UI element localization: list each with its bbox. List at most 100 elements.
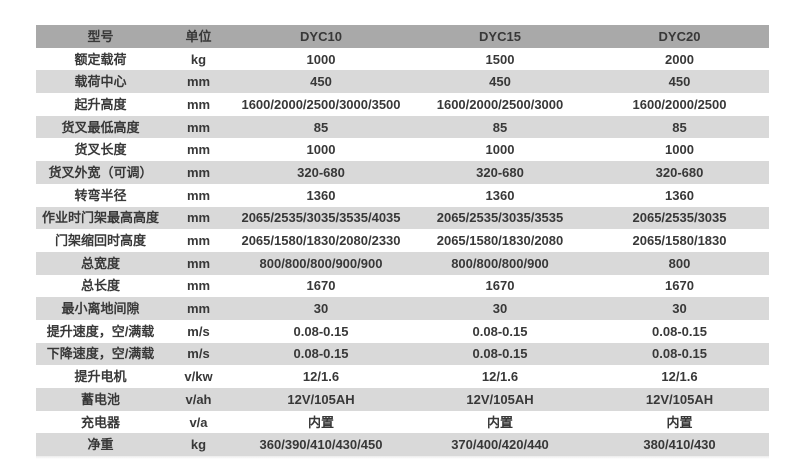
param-label-cell: 充电器 <box>36 410 165 434</box>
unit-cell: mm <box>165 161 232 184</box>
value-cell-dyc20: 0.08-0.15 <box>590 342 769 366</box>
unit-cell: mm <box>165 229 232 252</box>
value-cell-dyc20: 12/1.6 <box>590 365 769 388</box>
value-cell-dyc10: 1360 <box>232 183 410 207</box>
value-cell-dyc20: 12V/105AH <box>590 388 769 411</box>
value-cell-dyc10: 2065/1580/1830/2080/2330 <box>232 229 410 252</box>
value-cell-dyc15: 1500 <box>410 47 590 71</box>
unit-cell: mm <box>165 70 232 94</box>
unit-cell: mm <box>165 251 232 275</box>
value-cell-dyc15: 1600/2000/2500/3000 <box>410 93 590 116</box>
value-cell-dyc10: 800/800/800/900/900 <box>232 251 410 275</box>
value-cell-dyc10: 12V/105AH <box>232 388 410 411</box>
value-cell-dyc20: 1000 <box>590 138 769 162</box>
value-cell-dyc20: 320-680 <box>590 161 769 184</box>
value-cell-dyc15: 320-680 <box>410 161 590 184</box>
value-cell-dyc20: 0.08-0.15 <box>590 319 769 343</box>
value-cell-dyc15: 85 <box>410 115 590 139</box>
value-cell-dyc10: 2065/2535/3035/3535/4035 <box>232 206 410 230</box>
table-row: 额定载荷 kg 1000 1500 2000 <box>36 47 769 71</box>
table-row: 下降速度，空/满载 m/s 0.08-0.15 0.08-0.15 0.08-0.15 <box>36 342 769 366</box>
table-row: 提升电机 v/kw 12/1.6 12/1.6 12/1.6 <box>36 365 769 388</box>
value-cell-dyc10: 0.08-0.15 <box>232 342 410 366</box>
value-cell-dyc10: 内置 <box>232 410 410 434</box>
param-label-cell: 作业时门架最高高度 <box>36 206 165 230</box>
param-label-cell: 载荷中心 <box>36 70 165 94</box>
value-cell-dyc20: 450 <box>590 70 769 94</box>
value-cell-dyc20: 1600/2000/2500 <box>590 93 769 116</box>
table-row: 作业时门架最高高度 mm 2065/2535/3035/3535/4035 2065/… <box>36 206 769 230</box>
value-cell-dyc20: 1360 <box>590 183 769 207</box>
value-cell-dyc15: 0.08-0.15 <box>410 319 590 343</box>
table-row: 货叉最低高度 mm 85 85 85 <box>36 115 769 139</box>
param-label-cell: 蓄电池 <box>36 388 165 411</box>
table-row: 充电器 v/a 内置 内置 内置 <box>36 410 769 434</box>
unit-cell: kg <box>165 433 232 457</box>
value-cell-dyc15: 1360 <box>410 183 590 207</box>
value-cell-dyc15: 0.08-0.15 <box>410 342 590 366</box>
value-cell-dyc15: 2065/1580/1830/2080 <box>410 229 590 252</box>
param-label-cell: 额定载荷 <box>36 47 165 71</box>
param-label-cell: 转弯半径 <box>36 183 165 207</box>
unit-cell: m/s <box>165 342 232 366</box>
param-label-cell: 门架缩回时高度 <box>36 229 165 252</box>
param-label-cell: 货叉外宽（可调） <box>36 161 165 184</box>
unit-cell: mm <box>165 93 232 116</box>
column-header-dyc10: DYC10 <box>232 25 410 48</box>
value-cell-dyc10: 0.08-0.15 <box>232 319 410 343</box>
table-row: 起升高度 mm 1600/2000/2500/3000/3500 1600/2000/… <box>36 93 769 116</box>
value-cell-dyc10: 1000 <box>232 138 410 162</box>
unit-cell: v/a <box>165 410 232 434</box>
value-cell-dyc20: 2000 <box>590 47 769 71</box>
table-row: 载荷中心 mm 450 450 450 <box>36 70 769 94</box>
value-cell-dyc15: 1000 <box>410 138 590 162</box>
value-cell-dyc15: 12V/105AH <box>410 388 590 411</box>
value-cell-dyc15: 2065/2535/3035/3535 <box>410 206 590 230</box>
value-cell-dyc15: 内置 <box>410 410 590 434</box>
param-label-cell: 净重 <box>36 433 165 457</box>
table-row: 门架缩回时高度 mm 2065/1580/1830/2080/2330 2065/15… <box>36 229 769 252</box>
unit-cell: mm <box>165 297 232 320</box>
spec-table-header: 型号 单位 DYC10 DYC15 DYC20 <box>36 25 769 48</box>
value-cell-dyc15: 370/400/420/440 <box>410 433 590 457</box>
header-row: 型号 单位 DYC10 DYC15 DYC20 <box>36 25 769 48</box>
param-label-cell: 起升高度 <box>36 93 165 116</box>
value-cell-dyc15: 1670 <box>410 274 590 298</box>
table-row: 货叉外宽（可调） mm 320-680 320-680 320-680 <box>36 161 769 184</box>
value-cell-dyc20: 30 <box>590 297 769 320</box>
value-cell-dyc20: 2065/1580/1830 <box>590 229 769 252</box>
param-label-cell: 下降速度，空/满载 <box>36 342 165 366</box>
unit-cell: mm <box>165 138 232 162</box>
table-row: 总长度 mm 1670 1670 1670 <box>36 274 769 298</box>
unit-cell: m/s <box>165 319 232 343</box>
value-cell-dyc15: 12/1.6 <box>410 365 590 388</box>
unit-cell: mm <box>165 274 232 298</box>
column-header-dyc20: DYC20 <box>590 25 769 48</box>
param-label-cell: 总宽度 <box>36 251 165 275</box>
table-row: 总宽度 mm 800/800/800/900/900 800/800/800/900 8… <box>36 251 769 275</box>
unit-cell: mm <box>165 183 232 207</box>
column-header-model: 型号 <box>36 25 165 48</box>
value-cell-dyc10: 450 <box>232 70 410 94</box>
table-row: 提升速度，空/满载 m/s 0.08-0.15 0.08-0.15 0.08-0.15 <box>36 319 769 343</box>
table-row: 净重 kg 360/390/410/430/450 370/400/420/440 38… <box>36 433 769 457</box>
spec-table-body: 额定载荷 kg 1000 1500 2000 载荷中心 mm 450 450 450 起升高度 mm 1… <box>36 47 769 457</box>
value-cell-dyc20: 内置 <box>590 410 769 434</box>
table-row: 最小离地间隙 mm 30 30 30 <box>36 297 769 320</box>
unit-cell: mm <box>165 206 232 230</box>
spec-table-container: 型号 单位 DYC10 DYC15 DYC20 额定载荷 kg 1000 1500 2000 载荷… <box>36 25 769 459</box>
value-cell-dyc20: 380/410/430 <box>590 433 769 457</box>
value-cell-dyc10: 1600/2000/2500/3000/3500 <box>232 93 410 116</box>
value-cell-dyc10: 1670 <box>232 274 410 298</box>
product-spec-table: 型号 单位 DYC10 DYC15 DYC20 额定载荷 kg 1000 1500 2000 载荷… <box>36 25 769 457</box>
column-header-unit: 单位 <box>165 25 232 48</box>
value-cell-dyc10: 30 <box>232 297 410 320</box>
unit-cell: mm <box>165 115 232 139</box>
value-cell-dyc20: 800 <box>590 251 769 275</box>
param-label-cell: 最小离地间隙 <box>36 297 165 320</box>
param-label-cell: 提升速度，空/满载 <box>36 319 165 343</box>
value-cell-dyc15: 800/800/800/900 <box>410 251 590 275</box>
param-label-cell: 总长度 <box>36 274 165 298</box>
param-label-cell: 货叉长度 <box>36 138 165 162</box>
value-cell-dyc20: 1670 <box>590 274 769 298</box>
